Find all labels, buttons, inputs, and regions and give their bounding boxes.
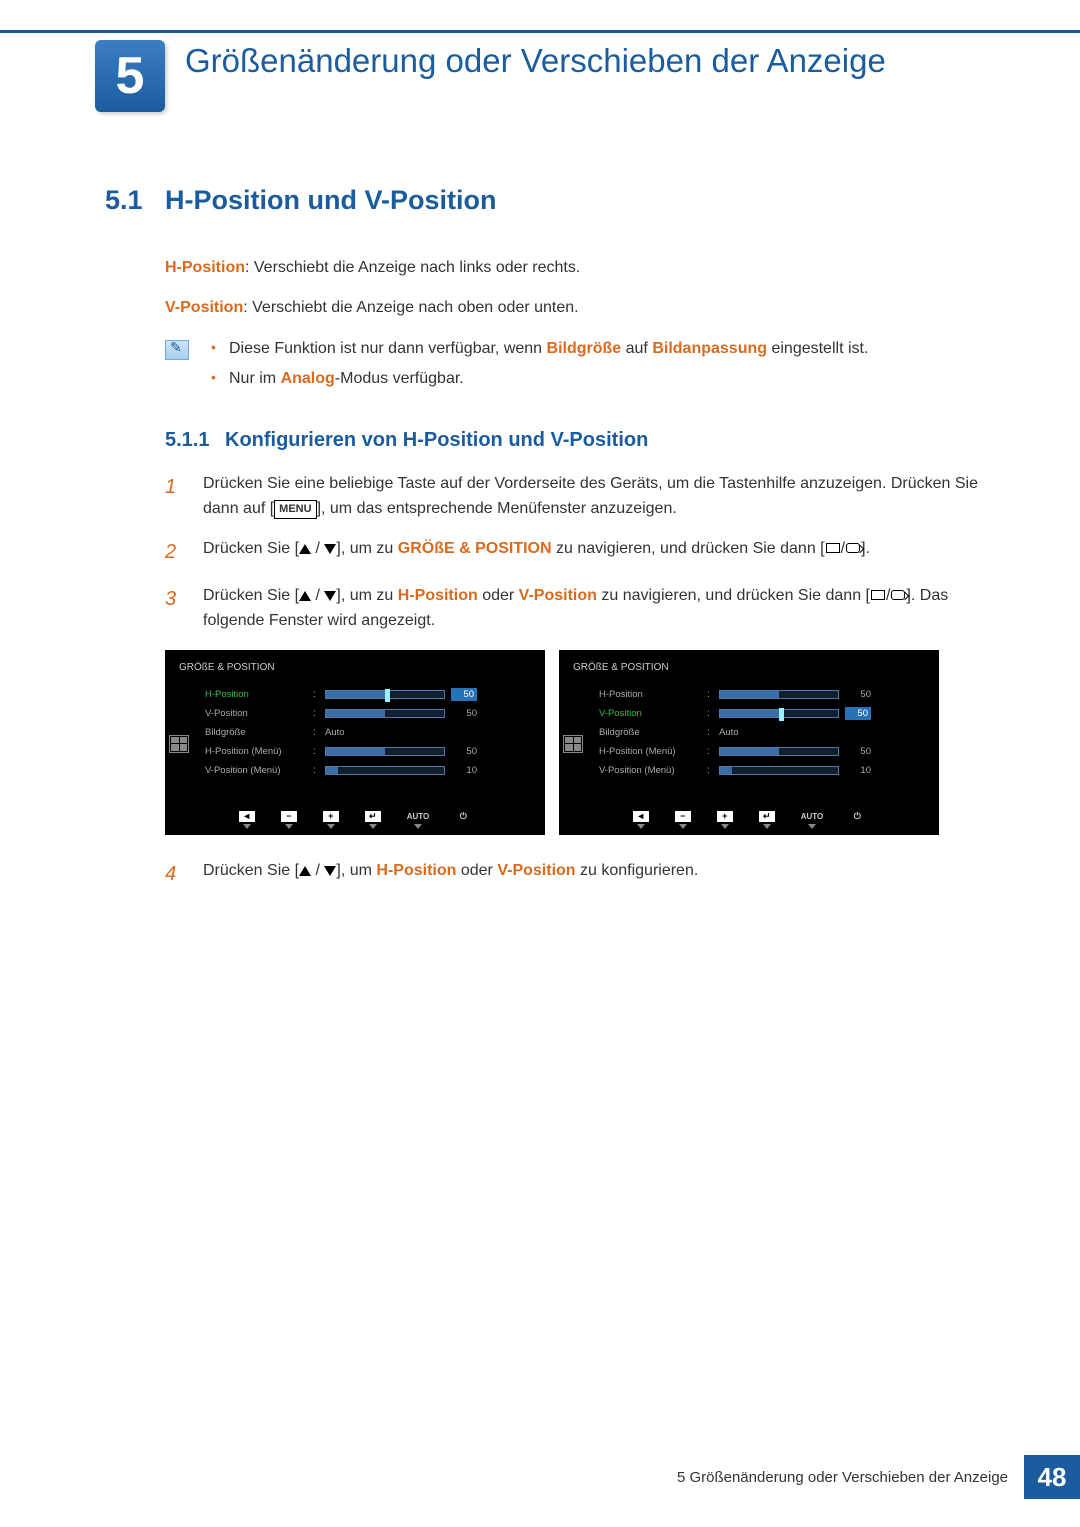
osd-minus-button: − xyxy=(281,811,297,829)
note-box: Diese Funktion ist nur dann verfügbar, w… xyxy=(165,338,990,399)
up-arrow-icon xyxy=(299,544,311,554)
page-content: 5.1H-Position und V-Position H-Position:… xyxy=(105,185,990,906)
osd-item: V-Position: 50 xyxy=(205,704,531,723)
osd-slider xyxy=(719,709,839,718)
step-number: 1 xyxy=(165,472,183,522)
osd-item: H-Position: 50 xyxy=(205,685,531,704)
step-text: Drücken Sie [ / ], um H-Position oder V-… xyxy=(203,859,698,890)
source-key-icon xyxy=(891,590,905,600)
osd-item: V-Position: 50 xyxy=(599,704,925,723)
osd-category-icon xyxy=(563,685,585,780)
osd-plus-button: + xyxy=(323,811,339,829)
step-3: 3 Drücken Sie [ / ], um zu H-Position od… xyxy=(165,584,990,634)
page-number: 48 xyxy=(1024,1455,1080,1499)
osd-item-label: H-Position xyxy=(205,689,307,700)
osd-auto-button: AUTO xyxy=(801,811,824,829)
osd-enter-button: ↵ xyxy=(365,811,381,829)
enter-key-icon xyxy=(826,543,840,553)
note-icon xyxy=(165,340,189,360)
osd-power-button: ⏻ xyxy=(849,811,865,829)
osd-item: V-Position (Menü): 10 xyxy=(205,761,531,780)
osd-slider xyxy=(325,766,445,775)
chapter-title: Größenänderung oder Verschieben der Anze… xyxy=(185,42,990,80)
hposition-desc: H-Position: Verschiebt die Anzeige nach … xyxy=(165,256,990,280)
subsection-title: 5.1.1Konfigurieren von H-Position und V-… xyxy=(165,429,990,452)
osd-minus-button: − xyxy=(675,811,691,829)
steps-list-cont: 4 Drücken Sie [ / ], um H-Position oder … xyxy=(165,859,990,890)
top-rule xyxy=(0,30,1080,33)
note-item: Nur im Analog-Modus verfügbar. xyxy=(211,368,868,390)
osd-slider xyxy=(325,747,445,756)
step-text: Drücken Sie [ / ], um zu H-Position oder… xyxy=(203,584,990,634)
step-number: 4 xyxy=(165,859,183,890)
step-1: 1 Drücken Sie eine beliebige Taste auf d… xyxy=(165,472,990,522)
osd-item: H-Position (Menü): 50 xyxy=(599,742,925,761)
step-number: 2 xyxy=(165,537,183,568)
osd-item: H-Position (Menü): 50 xyxy=(205,742,531,761)
osd-back-button: ◄ xyxy=(239,811,255,829)
vposition-label: V-Position xyxy=(165,299,243,316)
osd-power-button: ⏻ xyxy=(455,811,471,829)
page-footer: 5 Größenänderung oder Verschieben der An… xyxy=(677,1455,1080,1499)
osd-category-icon xyxy=(169,685,191,780)
osd-button-bar: ◄ − + ↵ AUTO ⏻ xyxy=(559,811,939,829)
menu-key-icon: MENU xyxy=(274,500,316,519)
osd-button-bar: ◄ − + ↵ AUTO ⏻ xyxy=(165,811,545,829)
subsection-number: 5.1.1 xyxy=(165,429,225,452)
steps-list: 1 Drücken Sie eine beliebige Taste auf d… xyxy=(165,472,990,634)
note-item: Diese Funktion ist nur dann verfügbar, w… xyxy=(211,338,868,360)
osd-item: V-Position (Menü): 10 xyxy=(599,761,925,780)
osd-item: Bildgröße: Auto xyxy=(205,723,531,742)
up-arrow-icon xyxy=(299,866,311,876)
osd-plus-button: + xyxy=(717,811,733,829)
osd-value: 50 xyxy=(451,688,477,701)
step-2: 2 Drücken Sie [ / ], um zu GRÖßE & POSIT… xyxy=(165,537,990,568)
vposition-desc: V-Position: Verschiebt die Anzeige nach … xyxy=(165,296,990,320)
footer-text: 5 Größenänderung oder Verschieben der An… xyxy=(677,1469,1024,1486)
osd-title: GRÖßE & POSITION xyxy=(559,658,939,683)
source-key-icon xyxy=(846,543,860,553)
osd-slider xyxy=(719,766,839,775)
step-text: Drücken Sie eine beliebige Taste auf der… xyxy=(203,472,990,522)
section-number: 5.1 xyxy=(105,185,165,216)
osd-slider xyxy=(325,709,445,718)
section-title: 5.1H-Position und V-Position xyxy=(105,185,990,216)
enter-key-icon xyxy=(871,590,885,600)
down-arrow-icon xyxy=(324,866,336,876)
hposition-label: H-Position xyxy=(165,259,245,276)
osd-slider xyxy=(325,690,445,699)
down-arrow-icon xyxy=(324,591,336,601)
down-arrow-icon xyxy=(324,544,336,554)
up-arrow-icon xyxy=(299,591,311,601)
chapter-number-badge: 5 xyxy=(95,40,165,112)
osd-enter-button: ↵ xyxy=(759,811,775,829)
step-number: 3 xyxy=(165,584,183,634)
osd-auto-button: AUTO xyxy=(407,811,430,829)
osd-title: GRÖßE & POSITION xyxy=(165,658,545,683)
osd-back-button: ◄ xyxy=(633,811,649,829)
osd-screenshots: GRÖßE & POSITION H-Position: 50 V-Positi… xyxy=(165,650,990,835)
osd-menu-hposition: GRÖßE & POSITION H-Position: 50 V-Positi… xyxy=(165,650,545,835)
step-text: Drücken Sie [ / ], um zu GRÖßE & POSITIO… xyxy=(203,537,870,568)
section-title-text: H-Position und V-Position xyxy=(165,185,496,215)
note-list: Diese Funktion ist nur dann verfügbar, w… xyxy=(211,338,868,399)
osd-item: H-Position: 50 xyxy=(599,685,925,704)
step-4: 4 Drücken Sie [ / ], um H-Position oder … xyxy=(165,859,990,890)
osd-item: Bildgröße: Auto xyxy=(599,723,925,742)
osd-slider xyxy=(719,747,839,756)
subsection-title-text: Konfigurieren von H-Position und V-Posit… xyxy=(225,429,648,451)
osd-slider xyxy=(719,690,839,699)
osd-menu-vposition: GRÖßE & POSITION H-Position: 50 V-Positi… xyxy=(559,650,939,835)
